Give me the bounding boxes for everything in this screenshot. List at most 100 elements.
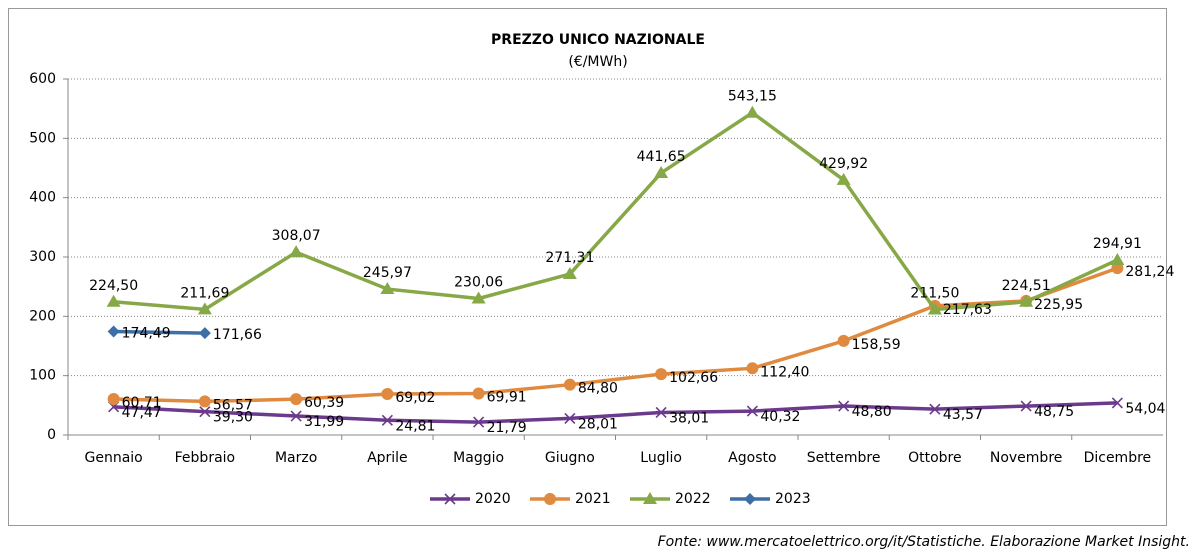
marker xyxy=(655,406,667,419)
x-tick-label: Febbraio xyxy=(175,450,235,466)
legend-label: 2021 xyxy=(575,491,611,507)
series-line xyxy=(113,110,1119,312)
data-label: 84,80 xyxy=(578,381,618,397)
legend-marker xyxy=(744,493,756,505)
data-label: 48,80 xyxy=(852,404,892,420)
marker xyxy=(473,416,485,428)
data-label: 60,39 xyxy=(304,395,344,411)
marker xyxy=(381,388,394,401)
marker xyxy=(289,245,304,258)
data-label: 217,63 xyxy=(943,302,992,318)
x-tick-label: Ottobre xyxy=(908,450,962,466)
data-label: 308,07 xyxy=(272,228,321,244)
data-label: 245,97 xyxy=(363,265,412,281)
legend-marker xyxy=(444,493,456,505)
series-line xyxy=(113,266,1118,404)
marker xyxy=(1111,397,1123,409)
data-label: 429,92 xyxy=(819,156,868,172)
marker xyxy=(929,403,941,415)
marker xyxy=(471,291,486,304)
chart-frame xyxy=(8,8,1167,526)
data-label: 174,49 xyxy=(122,325,171,341)
x-tick-label: Luglio xyxy=(640,450,682,466)
marker xyxy=(106,294,121,307)
marker xyxy=(836,172,851,185)
legend-marker xyxy=(643,492,657,504)
y-tick-label: 100 xyxy=(29,368,56,384)
source-note: Fonte: www.mercatoelettrico.org/it/Stati… xyxy=(658,534,1190,550)
marker xyxy=(381,414,393,426)
data-label: 40,32 xyxy=(760,409,800,425)
marker xyxy=(927,302,942,315)
x-tick-label: Aprile xyxy=(367,450,408,466)
legend-marker xyxy=(544,493,556,505)
x-tick-label: Novembre xyxy=(990,450,1063,466)
marker xyxy=(745,105,760,118)
data-label: 39,30 xyxy=(213,410,253,426)
data-label: 543,15 xyxy=(728,89,777,105)
data-label: 54,04 xyxy=(1125,401,1165,417)
data-label: 441,65 xyxy=(637,149,686,165)
data-label: 211,69 xyxy=(180,285,229,301)
y-tick-label: 400 xyxy=(29,190,56,206)
data-label: 224,51 xyxy=(1002,278,1051,294)
data-label: 21,79 xyxy=(487,420,527,436)
data-label: 47,47 xyxy=(122,405,162,421)
x-tick-label: Settembre xyxy=(807,450,881,466)
marker xyxy=(655,368,668,381)
data-label: 102,66 xyxy=(669,370,718,386)
marker xyxy=(380,282,395,295)
x-tick-label: Gennaio xyxy=(85,450,143,466)
marker xyxy=(1019,294,1034,307)
series-line xyxy=(113,329,205,335)
data-label: 60,71 xyxy=(122,395,162,411)
x-tick-label: Agosto xyxy=(728,450,776,466)
marker xyxy=(198,327,211,340)
x-tick-label: Dicembre xyxy=(1084,450,1152,466)
legend-label: 2020 xyxy=(475,491,511,507)
marker xyxy=(197,302,212,315)
y-tick-label: 200 xyxy=(29,308,56,324)
marker xyxy=(1111,262,1124,275)
y-tick-label: 0 xyxy=(47,427,56,443)
data-label: 69,91 xyxy=(487,390,527,406)
data-label: 28,01 xyxy=(578,416,618,432)
marker xyxy=(199,406,211,418)
data-label: 24,81 xyxy=(395,418,435,434)
data-label: 224,50 xyxy=(89,278,138,294)
x-tick-label: Giugno xyxy=(545,450,595,466)
chart-title: PREZZO UNICO NAZIONALE xyxy=(491,32,705,48)
data-label: 271,31 xyxy=(545,250,594,266)
data-label: 171,66 xyxy=(213,327,262,343)
marker xyxy=(290,410,302,422)
y-tick-label: 500 xyxy=(29,130,56,146)
data-label: 112,40 xyxy=(760,364,809,380)
marker xyxy=(563,378,576,391)
data-label: 31,99 xyxy=(304,414,344,430)
data-label: 211,50 xyxy=(910,286,959,302)
marker xyxy=(746,362,759,375)
y-tick-label: 600 xyxy=(29,71,56,87)
x-tick-label: Marzo xyxy=(275,450,317,466)
marker xyxy=(837,334,850,347)
series-line xyxy=(113,401,1118,424)
data-label: 230,06 xyxy=(454,274,503,290)
marker xyxy=(198,395,211,408)
marker xyxy=(562,267,577,280)
marker xyxy=(838,400,850,412)
data-label: 56,57 xyxy=(213,397,253,413)
marker xyxy=(564,412,576,424)
data-label: 225,95 xyxy=(1034,297,1083,313)
data-label: 69,02 xyxy=(395,390,435,406)
marker xyxy=(107,392,120,405)
data-label: 43,57 xyxy=(943,407,983,423)
legend-label: 2023 xyxy=(775,491,811,507)
chart-subtitle: (€/MWh) xyxy=(568,54,627,70)
data-label: 294,91 xyxy=(1093,236,1142,252)
y-tick-label: 300 xyxy=(29,249,56,265)
marker xyxy=(746,405,758,417)
marker xyxy=(654,165,669,178)
marker xyxy=(1110,253,1125,266)
marker xyxy=(472,387,485,400)
